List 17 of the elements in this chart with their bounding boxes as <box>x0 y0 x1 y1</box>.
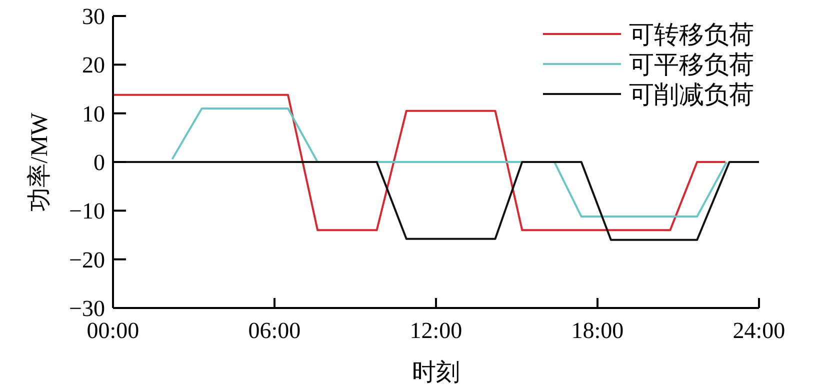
x-tick-label: 00:00 <box>86 318 140 343</box>
legend-label: 可平移负荷 <box>629 52 754 79</box>
x-axis-title: 时刻 <box>412 359 460 386</box>
x-tick-label: 24:00 <box>732 318 786 343</box>
x-tick-label: 06:00 <box>248 318 301 343</box>
y-axis-title: 功率/MW <box>26 112 53 212</box>
y-tick-label: 10 <box>82 101 105 126</box>
y-tick-label: −30 <box>69 296 105 321</box>
x-tick-label: 18:00 <box>571 318 624 343</box>
legend-label: 可转移负荷 <box>629 22 754 49</box>
y-tick-label: 0 <box>94 150 105 175</box>
x-tick-label: 12:00 <box>410 318 462 343</box>
y-tick-label: 20 <box>82 52 105 78</box>
legend-label: 可削减负荷 <box>629 82 754 109</box>
y-tick-label: −10 <box>69 198 105 224</box>
y-tick-label: 30 <box>82 4 105 29</box>
y-tick-label: −20 <box>69 247 105 272</box>
